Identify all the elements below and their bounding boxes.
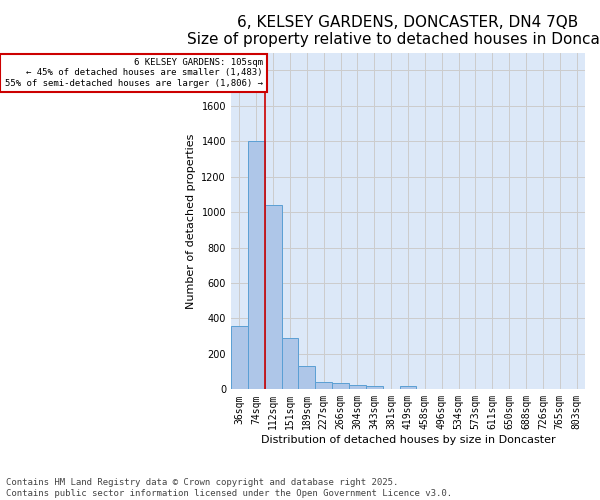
Bar [315,382,332,390]
X-axis label: Distribution of detached houses by size in Doncaster: Distribution of detached houses by size … [260,435,555,445]
Bar [366,386,383,390]
Bar [281,338,298,390]
Title: 6, KELSEY GARDENS, DONCASTER, DN4 7QB
Size of property relative to detached hous: 6, KELSEY GARDENS, DONCASTER, DN4 7QB Si… [187,15,600,48]
Y-axis label: Number of detached properties: Number of detached properties [186,134,196,308]
Bar [400,386,416,390]
Bar [265,205,281,390]
Bar [231,326,248,390]
Text: Contains HM Land Registry data © Crown copyright and database right 2025.
Contai: Contains HM Land Registry data © Crown c… [6,478,452,498]
Bar [248,142,265,390]
Bar [349,386,366,390]
Text: 6 KELSEY GARDENS: 105sqm
← 45% of detached houses are smaller (1,483)
55% of sem: 6 KELSEY GARDENS: 105sqm ← 45% of detach… [5,58,263,88]
Bar [332,383,349,390]
Bar [298,366,315,390]
